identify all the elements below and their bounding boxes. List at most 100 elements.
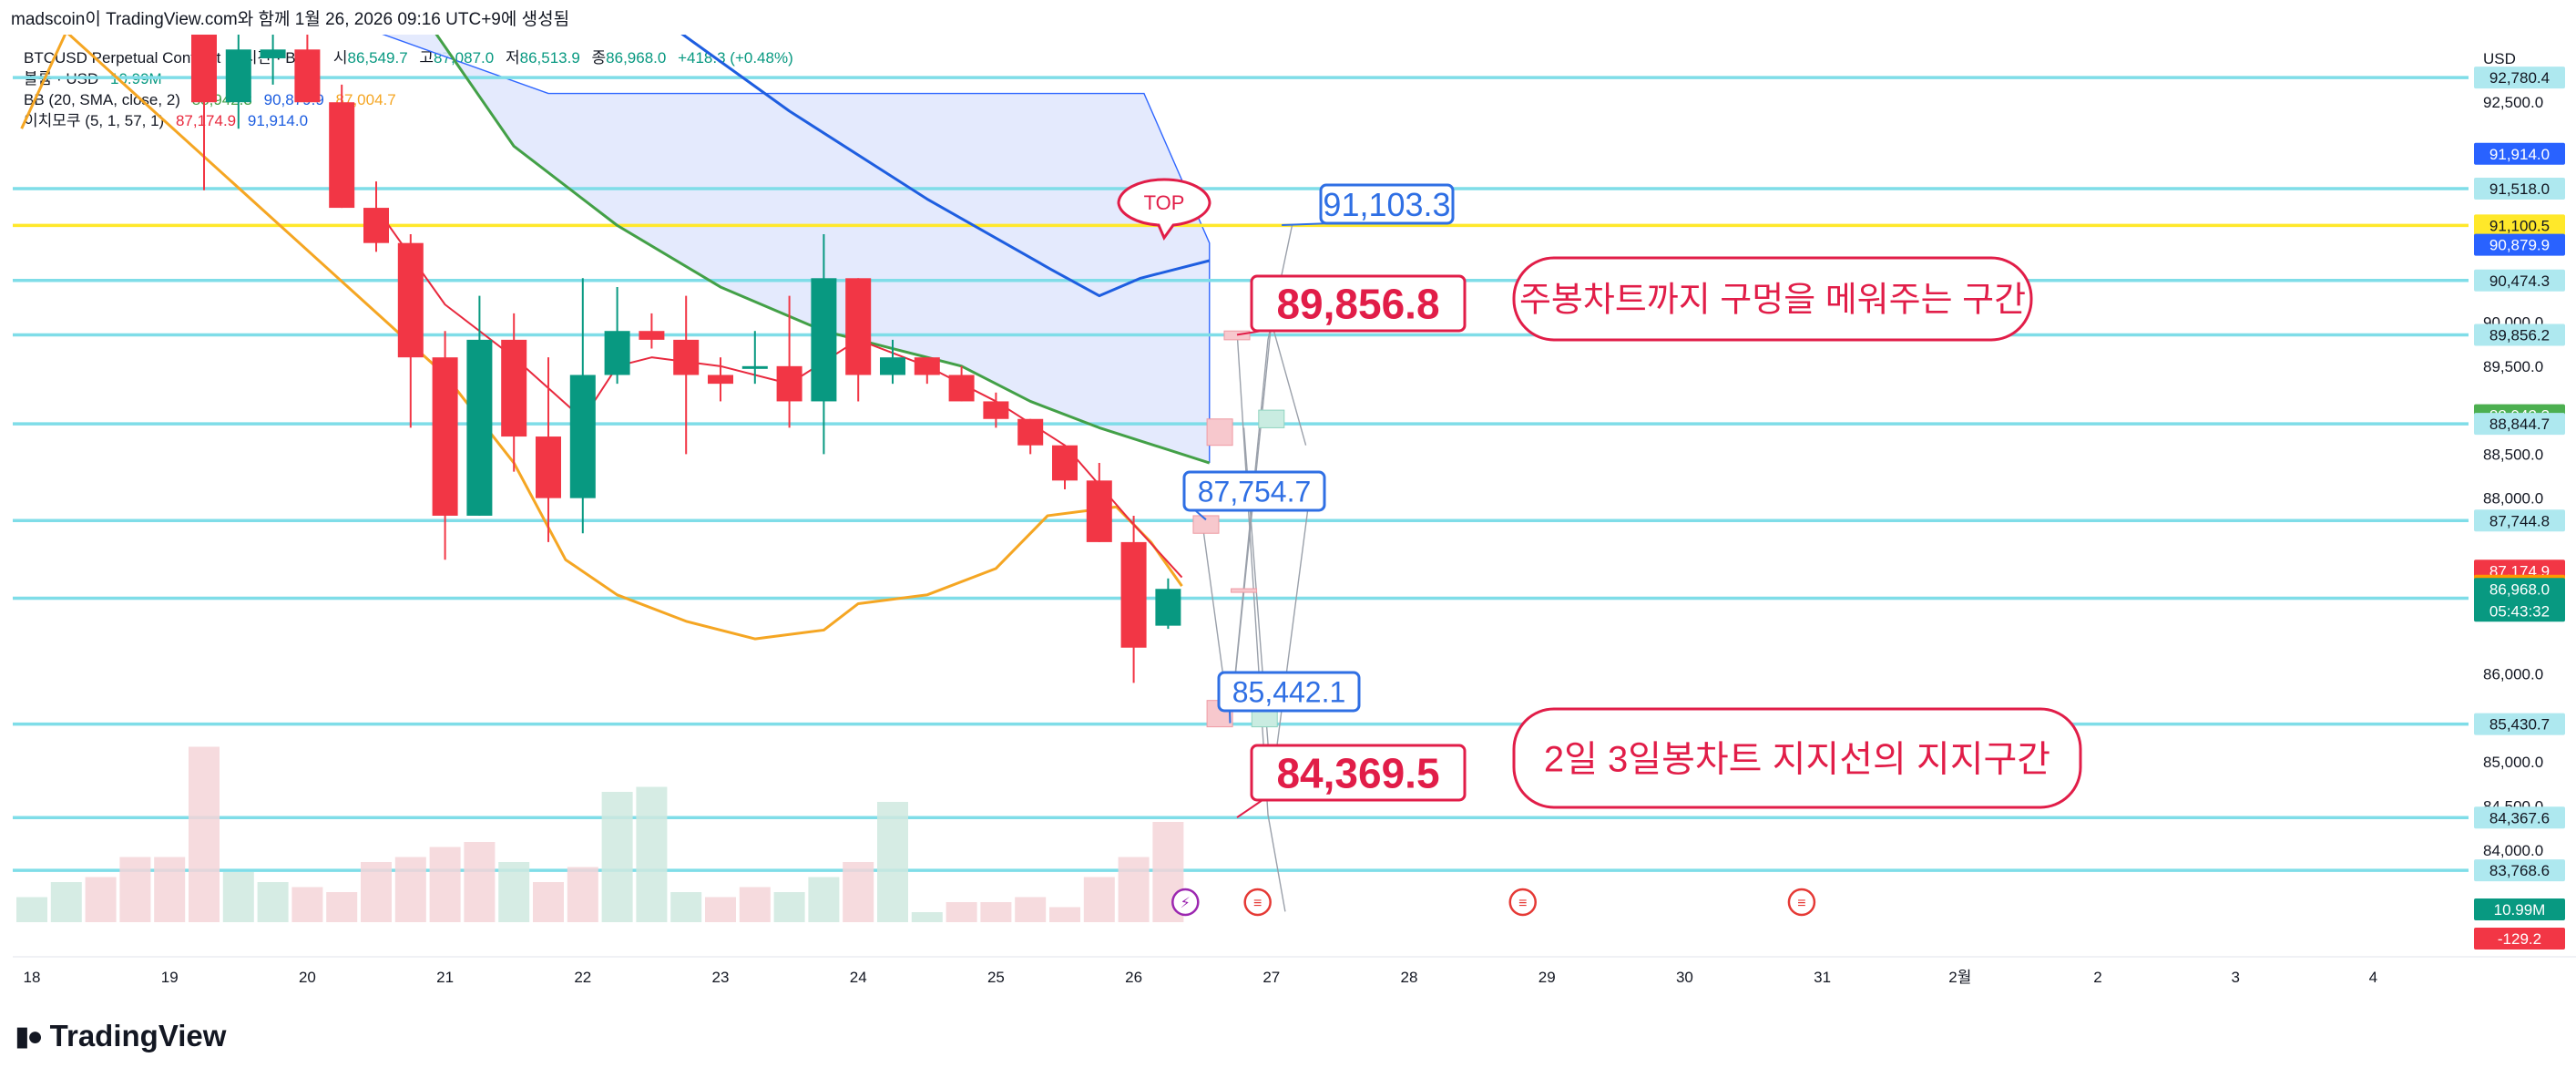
volume-bar: [429, 847, 461, 922]
candle-body: [363, 208, 389, 243]
candle-body: [397, 242, 424, 358]
projected-candle: [1258, 409, 1285, 428]
price-tick-label: 88,000.0: [2483, 490, 2543, 508]
price-tick-label: 88,500.0: [2483, 446, 2543, 463]
ohlc-open-label: 시: [332, 49, 348, 67]
volume-bar: [50, 882, 82, 922]
price-callout-label: 87,754.7: [1198, 476, 1312, 508]
chart-legend: BTCUSD Perpetual Contract · 6시간 · Bybit …: [24, 47, 793, 131]
ohlc-close-value: 86,968.0: [606, 49, 667, 67]
economic-event-flag-icon: [1243, 888, 1272, 917]
time-tick-label: 27: [1262, 969, 1280, 986]
volume-bar: [291, 887, 323, 922]
time-tick-label: 30: [1676, 969, 1693, 986]
candle-body: [1052, 445, 1078, 481]
price-tick-label: 92,500.0: [2483, 94, 2543, 111]
volume-badge-text: 10.99M: [2494, 901, 2546, 919]
time-tick-label: 23: [712, 969, 730, 986]
projected-candle: [1231, 588, 1258, 593]
volume-bar: [498, 862, 530, 922]
candle-body: [673, 339, 700, 375]
time-tick-label: 25: [987, 969, 1005, 986]
economic-event-flag-icon: [1508, 888, 1537, 917]
price-label-text: 83,768.6: [2489, 862, 2550, 879]
time-tick-label: 26: [1125, 969, 1142, 986]
price-axis[interactable]: USD92,500.090,000.089,500.088,500.088,00…: [2469, 0, 2572, 957]
price-label-text: 84,367.6: [2489, 809, 2550, 826]
volume-layer: [13, 746, 1230, 950]
candle-body: [501, 339, 527, 437]
volume-bar: [946, 902, 977, 922]
callout-pointer: [1194, 509, 1207, 521]
lightning-glyph: ⚡: [1181, 896, 1191, 911]
tradingview-mark-icon: ▮●: [15, 1021, 44, 1052]
candle-body: [880, 357, 905, 375]
price-label-text: 89,856.2: [2489, 326, 2550, 344]
bar-countdown-text: 05:43:32: [2489, 602, 2550, 620]
candle-body: [604, 331, 630, 375]
price-label-badge: [2474, 269, 2565, 292]
volume-bar: [154, 857, 186, 922]
price-label-badge: [2474, 67, 2565, 89]
price-chart[interactable]: ⚡ ≡ ≡ ≡ 91,103.3 89,856.8 87,754.7 85,442.1 84,3…: [0, 0, 2576, 1011]
ohlc-change: +418.3 (+0.48%): [678, 49, 793, 67]
time-tick-label: 2월: [1948, 969, 1971, 986]
time-axis[interactable]: 18 19 20 21 22 23 24 25 26 27 28 29 30 31 2월 2 3 4: [13, 956, 2576, 986]
projected-candle: [1192, 515, 1220, 534]
ohlc-low-value: 86,513.9: [519, 49, 580, 67]
volume-bar: [705, 897, 736, 922]
volume-bar: [16, 897, 47, 922]
candle-body: [1086, 480, 1112, 542]
time-tick-label: 21: [436, 969, 454, 986]
price-label-text: 91,914.0: [2489, 146, 2550, 163]
candle-body: [1120, 541, 1147, 648]
time-tick-label: 4: [2369, 969, 2377, 986]
volume-bar: [119, 857, 151, 922]
volume-bar: [1118, 857, 1150, 922]
price-label-badge: [2474, 413, 2565, 436]
volume-bar: [980, 902, 1012, 922]
projection-path: [1229, 322, 1307, 727]
candle-body: [845, 278, 872, 375]
price-tick-label: 86,000.0: [2483, 666, 2543, 683]
candle-body: [741, 365, 768, 369]
ichimoku-cloud: [383, 35, 1210, 464]
volume-bar: [1015, 897, 1047, 922]
volume-bar: [394, 857, 426, 922]
price-callout-box: [1217, 671, 1361, 713]
volume-bar: [843, 862, 874, 922]
volume-bar: [189, 746, 220, 922]
tradingview-wordmark: TradingView: [49, 1019, 227, 1052]
candle-body: [294, 49, 321, 103]
time-tick-label: 19: [161, 969, 179, 986]
time-tick-label: 22: [574, 969, 591, 986]
candle-body: [191, 35, 217, 103]
price-callout-box: [1250, 744, 1467, 802]
price-label-badge: [2474, 323, 2565, 346]
cloud-lead-span-a: [382, 35, 1211, 464]
ichimoku-legend-row[interactable]: 이치모쿠 (5, 1, 57, 1) 87,174.9 91,914.0: [24, 110, 793, 131]
price-callout-box: [1182, 470, 1326, 512]
candle-body: [225, 49, 251, 103]
price-label-badge: [2474, 142, 2565, 165]
price-label-badge: [2474, 806, 2565, 829]
volume-badge: [2474, 898, 2565, 920]
tradingview-logo[interactable]: ▮● TradingView: [15, 1019, 226, 1053]
price-label-badge: [2474, 233, 2565, 256]
annotation-layer: ⚡ ≡ ≡ ≡ 91,103.3 89,856.8 87,754.7 85,442.1 84,3…: [1117, 178, 2082, 917]
oscillator-line: [13, 933, 1230, 950]
last-price-text: 86,968.0: [2489, 580, 2550, 598]
volume-bar: [636, 786, 668, 922]
price-callout-label: 91,103.3: [1323, 186, 1450, 223]
bb-upper-line: [680, 35, 1211, 298]
price-tick-label: 84,000.0: [2483, 842, 2543, 859]
callout-pointer: [1236, 799, 1263, 818]
time-tick-label: 31: [1814, 969, 1831, 986]
price-callout-label: 89,856.8: [1276, 281, 1439, 328]
time-tick-label: 29: [1538, 969, 1556, 986]
price-axis-unit: USD: [2483, 50, 2516, 67]
projected-candle: [1206, 418, 1233, 447]
ohlc-low-label: 저: [505, 49, 520, 67]
volume-bar: [567, 867, 598, 922]
volume-bar: [739, 887, 771, 922]
